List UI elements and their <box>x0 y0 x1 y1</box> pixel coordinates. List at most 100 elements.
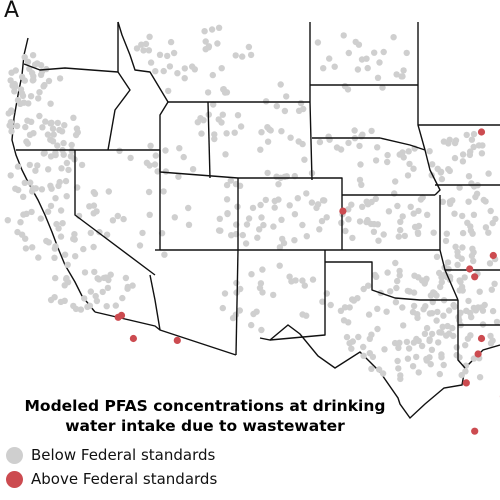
below-standard-point <box>424 211 431 218</box>
below-standard-point <box>480 196 487 204</box>
below-standard-point <box>21 77 28 84</box>
below-standard-point <box>17 219 24 226</box>
below-standard-point <box>489 307 497 315</box>
below-standard-point <box>61 122 68 129</box>
below-standard-point <box>401 232 408 240</box>
below-standard-point <box>345 216 352 223</box>
below-standard-point <box>42 118 49 125</box>
below-standard-point <box>345 206 352 213</box>
below-standard-point <box>439 323 446 330</box>
below-standard-point <box>349 338 356 345</box>
below-standard-point <box>423 324 431 332</box>
below-standard-point <box>266 126 273 133</box>
western-us-landmass <box>10 22 500 418</box>
below-standard-point <box>270 223 277 230</box>
below-standard-point <box>375 366 383 373</box>
below-standard-point <box>301 282 308 289</box>
below-standard-point <box>469 245 476 252</box>
below-standard-point <box>165 87 172 95</box>
below-standard-point <box>291 211 299 218</box>
below-standard-point <box>410 289 418 296</box>
below-standard-point <box>105 188 113 195</box>
below-standard-point <box>426 148 433 155</box>
below-standard-point <box>87 229 95 237</box>
below-standard-point <box>372 157 380 164</box>
below-standard-point <box>248 271 255 278</box>
below-standard-point <box>171 214 178 221</box>
below-standard-point <box>411 272 418 279</box>
below-standard-point <box>52 243 59 250</box>
below-standard-point <box>384 158 391 166</box>
below-standard-point <box>78 161 86 169</box>
below-standard-point <box>278 216 285 223</box>
below-standard-point <box>374 305 381 312</box>
below-standard-point <box>61 251 69 258</box>
below-standard-point <box>146 211 153 218</box>
below-standard-point <box>400 322 407 329</box>
below-standard-point <box>384 269 391 276</box>
below-standard-point <box>478 150 486 157</box>
below-standard-point <box>142 40 150 48</box>
below-standard-point <box>214 40 221 47</box>
below-standard-point <box>409 308 417 316</box>
below-standard-point <box>25 100 32 107</box>
below-standard-point <box>365 311 373 318</box>
below-standard-point <box>485 170 492 177</box>
below-standard-point <box>359 203 366 210</box>
below-standard-point <box>313 204 320 212</box>
below-standard-point <box>270 291 277 299</box>
below-standard-point <box>7 77 14 84</box>
below-standard-point <box>160 188 167 195</box>
border-wy-sd <box>309 85 313 181</box>
below-standard-point <box>262 196 269 204</box>
below-standard-point <box>185 204 192 212</box>
below-standard-point <box>429 161 436 168</box>
below-standard-point <box>248 321 255 329</box>
below-standard-point <box>397 372 404 379</box>
legend-swatch-below <box>6 446 23 464</box>
border-ca-az-mx <box>94 311 237 356</box>
above-standard-point <box>477 128 486 136</box>
below-standard-point <box>404 355 412 362</box>
below-standard-point <box>70 114 77 122</box>
border-co-east <box>312 177 343 250</box>
legend-item-above: Above Federal standards <box>6 468 217 490</box>
below-standard-point <box>231 129 238 136</box>
below-standard-point <box>403 338 411 346</box>
below-standard-point <box>52 195 59 202</box>
below-standard-point <box>360 352 367 359</box>
below-standard-point <box>216 215 223 222</box>
below-standard-point <box>55 182 62 190</box>
below-standard-point <box>30 76 37 84</box>
below-standard-point <box>145 188 153 196</box>
below-standard-point <box>133 45 141 52</box>
below-standard-point <box>47 100 54 107</box>
below-standard-point <box>18 90 26 97</box>
below-standard-point <box>91 190 99 197</box>
below-standard-point <box>438 175 446 183</box>
below-standard-point <box>224 210 231 218</box>
below-standard-point <box>430 229 437 236</box>
below-standard-point <box>421 330 429 337</box>
below-standard-point <box>375 237 382 244</box>
below-standard-point <box>227 177 234 184</box>
below-standard-point <box>294 195 301 202</box>
below-standard-point <box>374 325 381 333</box>
below-standard-point <box>36 112 43 120</box>
below-standard-point <box>468 180 475 187</box>
border-tx-la <box>457 325 466 369</box>
below-standard-point <box>198 130 205 137</box>
below-standard-point <box>442 237 450 245</box>
below-standard-point <box>357 161 364 168</box>
below-standard-point <box>360 343 367 351</box>
legend-title-line-2: water intake due to wastewater <box>65 417 345 435</box>
below-standard-point <box>145 47 153 54</box>
below-standard-point <box>467 148 474 155</box>
border-ne-ia-mn <box>417 22 441 196</box>
below-standard-point <box>415 222 423 230</box>
below-standard-point <box>8 69 15 76</box>
below-standard-point <box>405 345 413 352</box>
below-standard-point <box>435 339 442 346</box>
below-standard-point <box>152 152 159 159</box>
below-standard-point <box>387 288 394 295</box>
